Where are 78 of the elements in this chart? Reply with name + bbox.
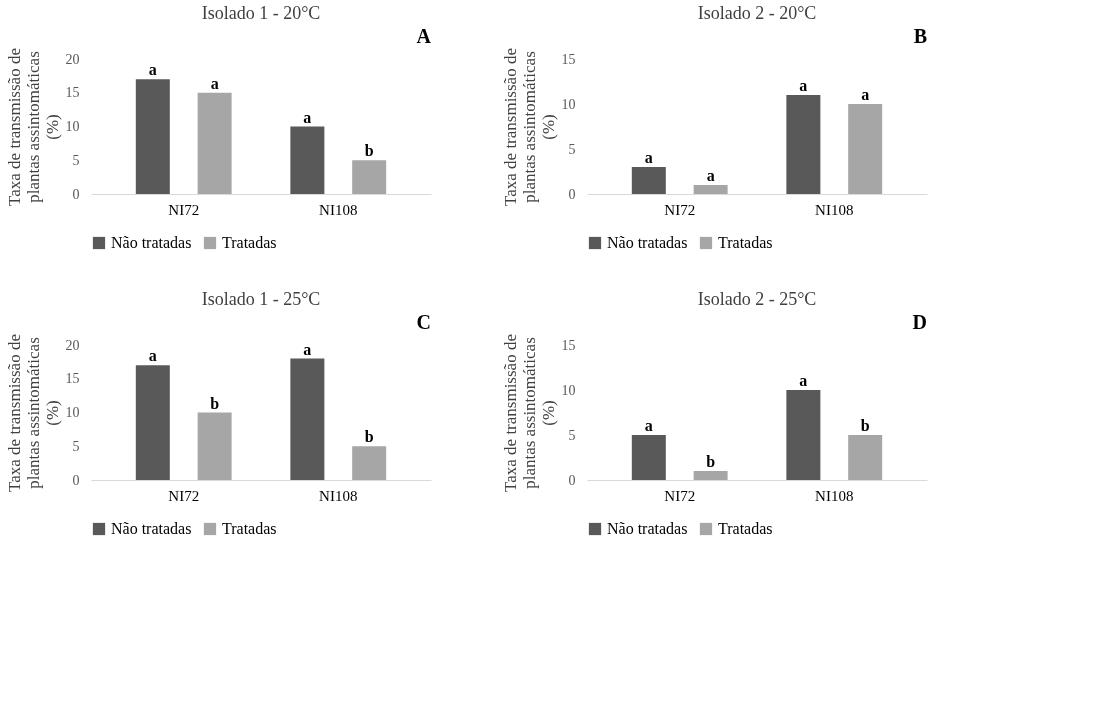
x-tick-label: NI72	[664, 487, 696, 504]
y-tick-label: 5	[72, 152, 80, 168]
y-tick-label: 10	[561, 96, 576, 112]
bar	[290, 126, 325, 194]
chart-title: Isolado 2 - 25°C	[697, 289, 817, 309]
y-tick-label: 0	[568, 472, 576, 488]
legend-label: Não tratadas	[607, 520, 688, 537]
x-tick-label: NI108	[319, 487, 358, 504]
y-axis-title: Taxa de transmissão de plantas assintomáticas (%)	[4, 334, 62, 492]
x-tick-label: NI72	[664, 201, 696, 218]
data-label: b	[860, 417, 870, 434]
bar	[786, 390, 821, 480]
bar	[848, 435, 883, 480]
y-tick-label: 0	[72, 186, 80, 202]
y-tick-label: 5	[72, 438, 80, 454]
data-label: b	[706, 453, 716, 470]
bar	[631, 167, 666, 194]
data-label: b	[364, 142, 374, 160]
data-label: a	[148, 61, 157, 79]
data-label: b	[364, 428, 374, 446]
chart-title: Isolado 1 - 20°C	[201, 3, 321, 23]
y-axis-title: Taxa de transmissão de plantas assintomáticas (%)	[4, 48, 62, 206]
text: B	[913, 25, 927, 47]
legend-label: Tratadas	[222, 234, 277, 251]
y-axis-title: Taxa de transmissão de plantas assintomáticas (%)	[500, 334, 558, 492]
data-label: b	[210, 394, 220, 412]
y-tick-label: 10	[65, 405, 80, 420]
data-label: a	[799, 77, 808, 94]
data-label: a	[799, 372, 808, 389]
bar	[352, 446, 387, 480]
x-tick-label: NI108	[815, 201, 854, 218]
bar	[197, 412, 232, 480]
bar	[135, 365, 170, 480]
chart-title: Isolado 2 - 20°C	[697, 3, 817, 23]
y-tick-label: 10	[65, 119, 80, 134]
y-tick-label: 20	[65, 337, 80, 353]
bar	[352, 160, 387, 194]
bar	[848, 104, 883, 194]
bar	[135, 79, 170, 194]
legend-label: Tratadas	[718, 520, 773, 537]
legend-label: Não tratadas	[111, 520, 192, 537]
legend-label: Não tratadas	[111, 234, 192, 251]
data-label: a	[706, 167, 715, 184]
bar	[631, 435, 666, 480]
y-tick-label: 20	[65, 51, 80, 67]
bar	[290, 358, 325, 480]
y-tick-label: 5	[568, 427, 576, 443]
data-label: a	[303, 340, 312, 358]
x-tick-label: NI108	[319, 201, 358, 218]
bar	[693, 185, 728, 194]
y-tick-label: 0	[72, 472, 80, 488]
text: C	[416, 311, 431, 333]
text: D	[912, 311, 927, 333]
bar	[786, 95, 821, 194]
x-tick-label: NI72	[168, 487, 200, 504]
y-tick-label: 15	[65, 371, 80, 387]
data-label: a	[644, 417, 653, 434]
y-tick-label: 10	[561, 382, 576, 398]
y-tick-label: 15	[561, 337, 576, 353]
legend-label: Não tratadas	[607, 234, 688, 251]
data-label: a	[303, 108, 312, 126]
y-axis-title: Taxa de transmissão de plantas assintomáticas (%)	[500, 48, 558, 206]
chart-title: Isolado 1 - 25°C	[201, 289, 321, 309]
text: A	[416, 25, 432, 47]
data-label: a	[861, 86, 870, 103]
y-tick-label: 15	[65, 85, 80, 101]
data-label: a	[644, 149, 653, 166]
x-tick-label: NI108	[815, 487, 854, 504]
bar	[693, 471, 728, 480]
legend-label: Tratadas	[718, 234, 773, 251]
legend-label: Tratadas	[222, 520, 277, 537]
data-label: a	[148, 347, 157, 365]
y-tick-label: 5	[568, 141, 576, 157]
y-tick-label: 15	[561, 51, 576, 67]
bar	[197, 92, 232, 194]
y-tick-label: 0	[568, 186, 576, 202]
x-tick-label: NI72	[168, 201, 200, 218]
data-label: a	[210, 74, 219, 92]
